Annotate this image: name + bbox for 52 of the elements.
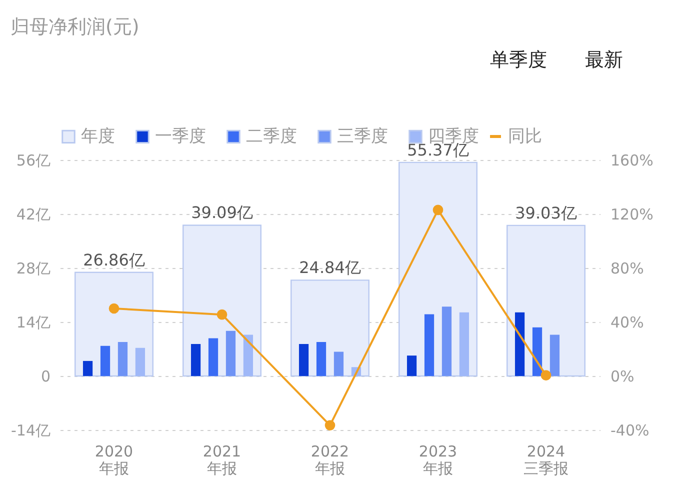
bar (226, 330, 236, 376)
legend-label: 三季度 (337, 126, 388, 147)
bar (550, 334, 560, 376)
x-tick-label: 2020 年报 (94, 442, 134, 478)
bar (442, 306, 452, 376)
chart-title: 归母净利润(元) (10, 16, 140, 38)
x-tick-label: 2024 三季报 (524, 442, 568, 478)
bar (82, 360, 93, 376)
y-tick-label: 42亿 (16, 206, 50, 224)
bar (532, 327, 542, 376)
bar (514, 312, 525, 376)
point (540, 370, 552, 380)
y-tick-label: 14亿 (16, 314, 50, 332)
legend-label: 二季度 (246, 126, 297, 147)
y2-tick-label: 40% (610, 314, 644, 332)
bar (298, 344, 309, 376)
legend-label: 年度 (81, 126, 115, 147)
y-tick-label: 56亿 (16, 152, 50, 170)
y2-tick-label: 120% (610, 206, 654, 224)
bar (100, 346, 110, 376)
data-label: 39.03亿 (515, 203, 577, 222)
legend-label: 同比 (508, 126, 542, 146)
bar (406, 356, 417, 376)
y-tick-label: 28亿 (16, 260, 50, 278)
point (108, 303, 120, 314)
y-tick-label: 0 (40, 368, 50, 386)
y2-tick-label: 80% (610, 260, 644, 278)
point (324, 420, 336, 430)
y2-tick-label: 0% (610, 368, 634, 386)
bar (190, 344, 201, 376)
data-label: 26.86亿 (83, 250, 145, 270)
point (432, 204, 444, 216)
point (216, 309, 228, 320)
y2-tick-label: -40% (610, 422, 650, 440)
y2-tick-label: 160% (610, 152, 654, 170)
bar (243, 334, 254, 376)
x-tick-label: 2021 年报 (202, 442, 242, 478)
bar (118, 342, 128, 376)
text: 单季度 (490, 49, 547, 71)
bar (334, 352, 344, 376)
data-label: 24.84亿 (299, 258, 361, 278)
bar (316, 342, 326, 376)
data-label: 39.09亿 (191, 203, 253, 222)
legend-label: 一季度 (155, 126, 206, 147)
bar (459, 312, 470, 376)
x-tick-label: 2023 年报 (418, 442, 458, 478)
y-tick-label: -14亿 (11, 422, 50, 440)
bar (135, 348, 146, 376)
text: 最新 (585, 49, 623, 71)
bar (208, 338, 218, 376)
bar (424, 314, 434, 376)
x-tick-label: 2022 年报 (310, 442, 350, 478)
